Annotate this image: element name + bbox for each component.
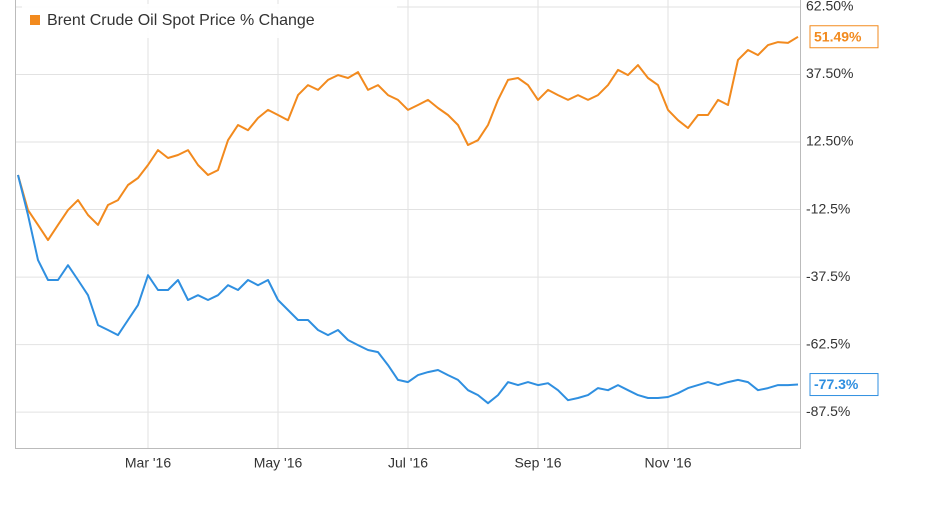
y-tick-label: 37.50% — [806, 65, 853, 81]
end-label: 51.49% — [814, 28, 862, 44]
y-tick-label: 62.50% — [806, 0, 853, 14]
x-tick-label: Sep '16 — [514, 455, 561, 471]
y-tick-label: 12.50% — [806, 133, 853, 149]
legend-swatch — [30, 15, 40, 25]
y-tick-label: -12.5% — [806, 200, 850, 216]
y-tick-label: -37.5% — [806, 268, 850, 284]
x-tick-label: May '16 — [254, 455, 303, 471]
plot-frame — [15, 0, 801, 449]
y-tick-label: -62.5% — [806, 335, 850, 351]
end-label: -77.3% — [814, 376, 859, 392]
line — [17, 174, 799, 405]
y-tick-label: -87.5% — [806, 403, 850, 419]
end-label-box — [809, 25, 879, 49]
legend-box — [22, 4, 397, 38]
x-tick-label: Mar '16 — [125, 455, 171, 471]
x-tick-label: Nov '16 — [644, 455, 691, 471]
line — [17, 35, 799, 242]
legend-label: Brent Crude Oil Spot Price % Change — [47, 12, 315, 29]
x-tick-label: Jul '16 — [388, 455, 428, 471]
end-label-box — [809, 373, 879, 397]
